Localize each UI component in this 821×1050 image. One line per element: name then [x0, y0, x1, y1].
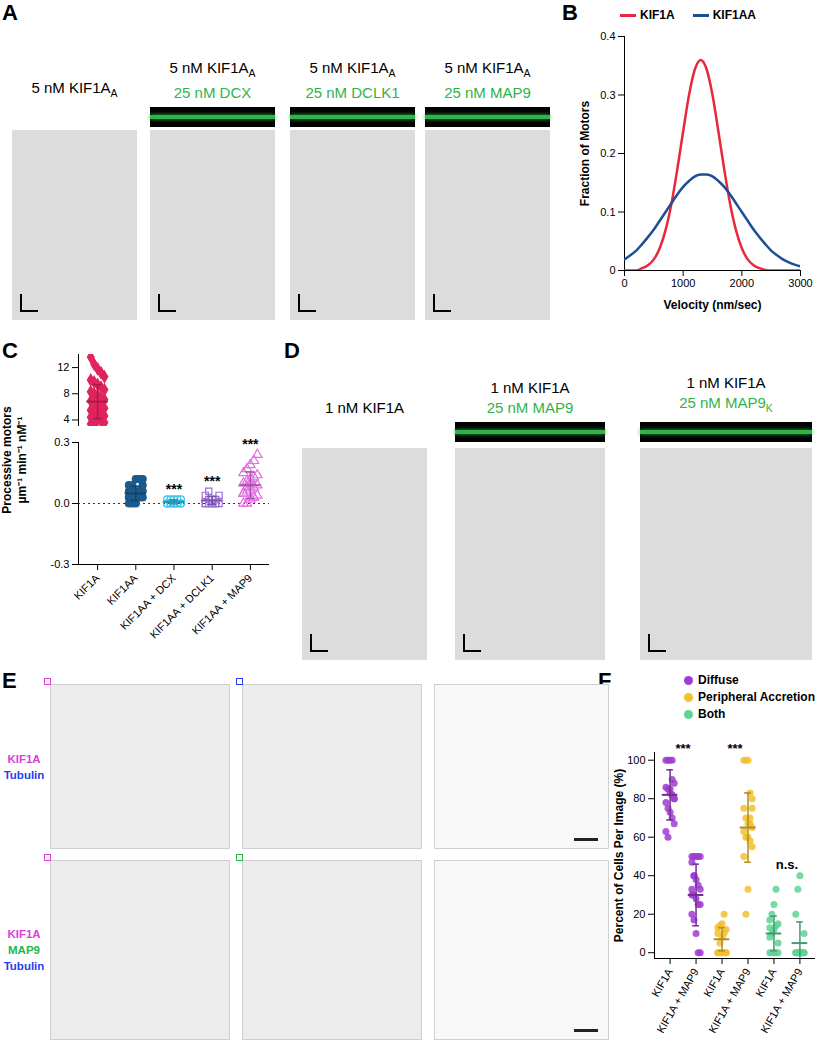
html-text:KIF1A: KIF1A: [7, 928, 41, 940]
svg-text:0: 0: [621, 277, 627, 289]
svg-text:-0.3: -0.3: [51, 558, 70, 570]
html-text:Tubulin: Tubulin: [3, 960, 45, 972]
html-text:A: A: [2, 0, 18, 25]
svg-text:0.3: 0.3: [600, 89, 615, 101]
svg-text:80: 80: [633, 792, 645, 804]
svg-text:12: 12: [57, 361, 69, 373]
svg-text:60: 60: [633, 831, 645, 843]
html-text:KIF1A: KIF1A: [640, 8, 675, 22]
svg-text:KIF1AA + MAP9: KIF1AA + MAP9: [189, 572, 254, 637]
html-text:Peripheral Accretion: Peripheral Accretion: [698, 690, 815, 704]
svg-text:0.2: 0.2: [600, 147, 615, 159]
svg-text:40: 40: [633, 869, 645, 881]
svg-text:***: ***: [727, 741, 743, 756]
svg-text:KIF1A + MAP9: KIF1A + MAP9: [706, 966, 753, 1035]
svg-text:KIF1A + MAP9: KIF1A + MAP9: [654, 966, 701, 1035]
svg-text:0.4: 0.4: [600, 30, 615, 42]
html-text:MAP9: MAP9: [8, 944, 40, 956]
svg-text:2000: 2000: [730, 277, 754, 289]
svg-text:n.s.: n.s.: [776, 857, 798, 872]
html-text:µm⁻¹ min⁻¹ nM⁻¹: µm⁻¹ min⁻¹ nM⁻¹: [15, 416, 29, 504]
html-text:25 nM MAP9: 25 nM MAP9: [486, 399, 574, 416]
html-text:25 nM MAP9: 25 nM MAP9: [444, 84, 531, 101]
html-text:C: C: [2, 338, 18, 363]
html-text:Both: Both: [698, 707, 726, 721]
html-text:25 nM DCLK1: 25 nM DCLK1: [305, 84, 400, 101]
svg-text:***: ***: [242, 436, 259, 452]
svg-text:1000: 1000: [671, 277, 695, 289]
svg-text:KIF1AA + DCLK1: KIF1AA + DCLK1: [147, 572, 216, 641]
html-text:5 nM KIF1AA: 5 nM KIF1AA: [309, 59, 396, 79]
html-text:5 nM KIF1AA: 5 nM KIF1AA: [444, 59, 531, 79]
html-text:Processive motors: Processive motors: [0, 406, 14, 514]
html-text:Tubulin: Tubulin: [3, 768, 45, 781]
html-text:25 nM DCX: 25 nM DCX: [173, 84, 252, 101]
svg-text:KIF1AA: KIF1AA: [104, 571, 140, 607]
svg-text:4: 4: [63, 413, 69, 425]
svg-text:***: ***: [166, 481, 183, 497]
svg-text:***: ***: [675, 741, 691, 756]
svg-text:Fraction of Motors: Fraction of Motors: [578, 101, 592, 207]
html-text:D: D: [284, 338, 300, 363]
svg-text:KIF1A: KIF1A: [649, 966, 675, 999]
html-text:1 nM KIF1A: 1 nM KIF1A: [324, 399, 405, 416]
html-text:5 nM KIF1AA: 5 nM KIF1AA: [31, 79, 118, 99]
svg-text:KIF1A + MAP9: KIF1A + MAP9: [758, 966, 805, 1035]
svg-text:KIF1A: KIF1A: [701, 966, 727, 999]
svg-text:0.3: 0.3: [54, 436, 69, 448]
svg-text:0.1: 0.1: [600, 206, 615, 218]
html-text:KIF1A: KIF1A: [7, 752, 41, 765]
html-text:5 nM KIF1AA: 5 nM KIF1AA: [169, 59, 256, 79]
html-text:KIF1AA: KIF1AA: [712, 8, 756, 22]
svg-text:3000: 3000: [788, 277, 812, 289]
html-text:1 nM KIF1A: 1 nM KIF1A: [490, 379, 570, 396]
html-text:25 nM MAP9K: 25 nM MAP9K: [679, 394, 773, 414]
html-text:E: E: [2, 668, 17, 693]
svg-text:Velocity (nm/sec): Velocity (nm/sec): [663, 298, 761, 312]
svg-text:0: 0: [639, 946, 645, 958]
html-text:B: B: [562, 0, 578, 25]
svg-text:0: 0: [609, 264, 615, 276]
html-text:Diffuse: Diffuse: [698, 673, 739, 687]
svg-text:***: ***: [204, 473, 221, 489]
svg-text:8: 8: [63, 387, 69, 399]
svg-text:20: 20: [633, 908, 645, 920]
svg-text:KIF1A: KIF1A: [71, 571, 102, 602]
svg-text:0.0: 0.0: [54, 497, 69, 509]
svg-text:100: 100: [627, 754, 645, 766]
svg-text:Percent of Cells Per Image (%): Percent of Cells Per Image (%): [612, 769, 626, 942]
html-text:F: F: [598, 668, 612, 693]
svg-text:KIF1A: KIF1A: [753, 966, 779, 999]
html-text:1 nM KIF1A: 1 nM KIF1A: [686, 374, 766, 391]
svg-text:KIF1AA + DCX: KIF1AA + DCX: [117, 571, 178, 632]
